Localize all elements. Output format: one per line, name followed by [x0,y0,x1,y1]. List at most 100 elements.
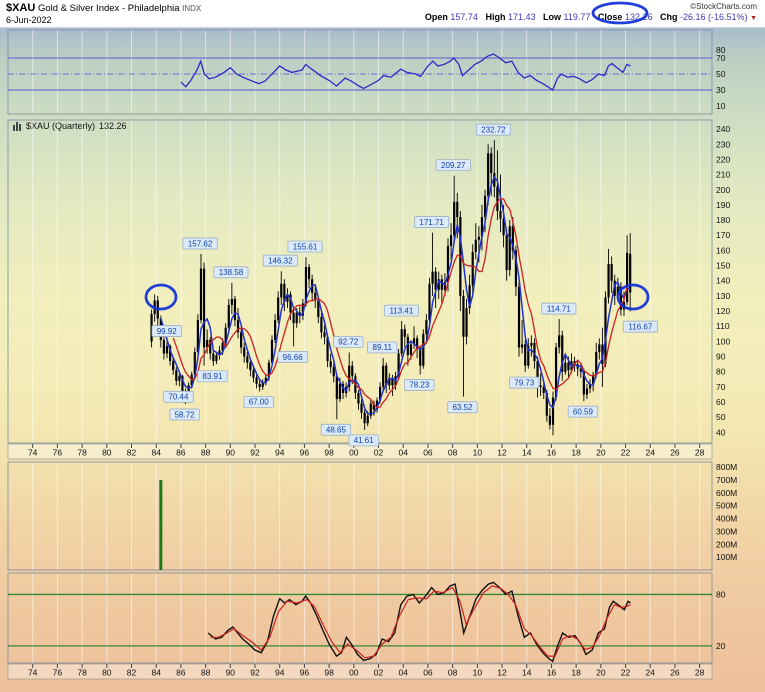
price-label-box [287,240,323,253]
candle-body [329,361,332,368]
year-label: 86 [176,668,186,678]
candle-body [190,374,193,386]
candle-body [317,300,320,318]
price-label-box [367,341,398,354]
candle-body [332,367,335,377]
candle-body [323,332,326,337]
candle-body [440,279,443,290]
year-label: 86 [176,448,186,458]
price-y-label: 220 [716,154,730,164]
price-label: 41.61 [354,436,375,445]
year-label: 08 [448,668,458,678]
candle-body [517,286,521,348]
candle-body [385,365,388,386]
candle-body [554,347,558,398]
candle-body [474,239,477,252]
high-value: 171.43 [507,12,536,22]
candle-body [165,345,169,354]
candle-body [573,361,576,365]
rsi-line [180,53,631,91]
year-label: 28 [695,448,705,458]
price-y-label: 130 [716,291,730,301]
price-label-box [404,379,435,391]
candle-body [397,353,400,377]
candle-body [184,392,187,396]
volume-y-label: 400M [716,514,737,524]
year-label: 88 [201,448,211,458]
candle-body [286,294,289,302]
candle-body [524,344,527,366]
price-y-label: 170 [716,230,730,240]
price-label: 209.27 [441,161,466,170]
candle-body [564,362,567,372]
candle-body [446,245,450,283]
price-y-label: 70 [716,382,726,392]
candle-body [471,251,474,286]
year-label: 04 [398,448,408,458]
year-label: 14 [522,448,532,458]
price-label: 96.66 [283,353,304,362]
candle-body [576,364,579,369]
price-label: 116.67 [628,322,652,331]
price-label: 146.32 [268,256,293,265]
candle-body [345,386,348,393]
year-label: 02 [374,668,384,678]
price-y-label: 110 [716,321,730,331]
price-y-label: 90 [716,352,726,362]
candle-body [490,153,493,174]
chart-type-icon [13,122,21,131]
price-label: 92.72 [338,338,359,347]
sto-panel-border [7,572,713,664]
year-label: 00 [349,668,359,678]
price-y-label: 100 [716,336,730,346]
candle-body [428,283,431,321]
price-label: 70.44 [168,393,189,402]
candle-body [326,336,329,362]
candle-body [335,376,338,400]
price-label: 232.72 [481,125,506,134]
candle-body [419,348,422,366]
candle-body [619,286,623,310]
price-y-label: 150 [716,261,730,271]
candle-body [227,305,230,328]
candle-body [360,403,363,413]
candle-body [372,403,375,410]
price-label: 63.52 [452,403,473,412]
year-label: 94 [275,668,285,678]
candle-body [536,361,539,386]
year-label: 78 [77,448,87,458]
price-label-box [163,390,194,403]
year-label: 26 [670,448,680,458]
price-label: 99.92 [157,327,178,336]
price-y-label: 40 [716,427,726,437]
low-label: Low [543,12,562,22]
candle-body [202,268,206,348]
candle-body [212,353,215,362]
year-label: 80 [102,668,112,678]
candle-body [249,362,252,371]
price-label-box [567,405,599,418]
stockcharts-copyright-link[interactable]: ©StockCharts.com [690,2,757,11]
year-label: 96 [300,668,310,678]
title-line: $XAU Gold & Silver Index - Philadelphia … [6,2,201,14]
year-label: 18 [571,448,581,458]
candle-body [548,415,551,425]
candle-body [592,374,595,384]
candle-body [338,383,342,400]
year-label: 92 [250,448,260,458]
price-label: 67.00 [249,398,270,407]
candle-body [255,377,258,384]
candle-body [230,298,233,306]
price-label: 48.65 [326,426,347,435]
price-label-box [447,401,478,414]
year-label: 24 [646,668,656,678]
low-value: 119.77 [563,12,591,22]
price-label: 113.41 [389,306,413,315]
candle-body [375,400,379,410]
year-label: 10 [473,668,483,678]
candle-body [209,339,212,354]
candle-body [391,377,394,386]
price-label: 155.61 [293,242,318,251]
price-y-label: 180 [716,215,730,225]
main-panel-border [7,119,713,444]
